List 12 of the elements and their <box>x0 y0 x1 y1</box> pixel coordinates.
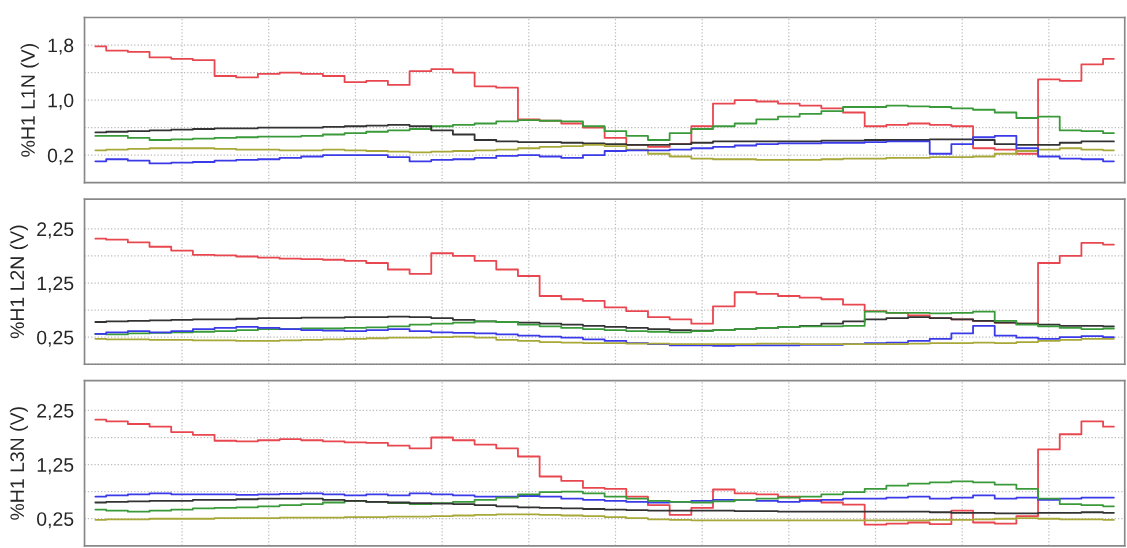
y-axis-title: %H1 L1N (V) <box>20 44 39 157</box>
y-tick-label: 1,8 <box>48 38 74 55</box>
y-axis-title: %H1 L3N (V) <box>9 407 28 520</box>
y-tick-label: 1,0 <box>48 93 74 110</box>
y-tick-label: 1,25 <box>37 458 74 475</box>
y-tick-label: 1,25 <box>37 276 74 293</box>
y-tick-label: 2,25 <box>37 222 74 239</box>
y-tick-label: 0,2 <box>47 148 74 165</box>
y-tick-label: 0,25 <box>37 330 74 347</box>
y-tick-label: 2,25 <box>37 403 74 420</box>
y-axis-title: %H1 L2N (V) <box>9 225 28 339</box>
y-tick-label: 0,25 <box>37 512 74 529</box>
